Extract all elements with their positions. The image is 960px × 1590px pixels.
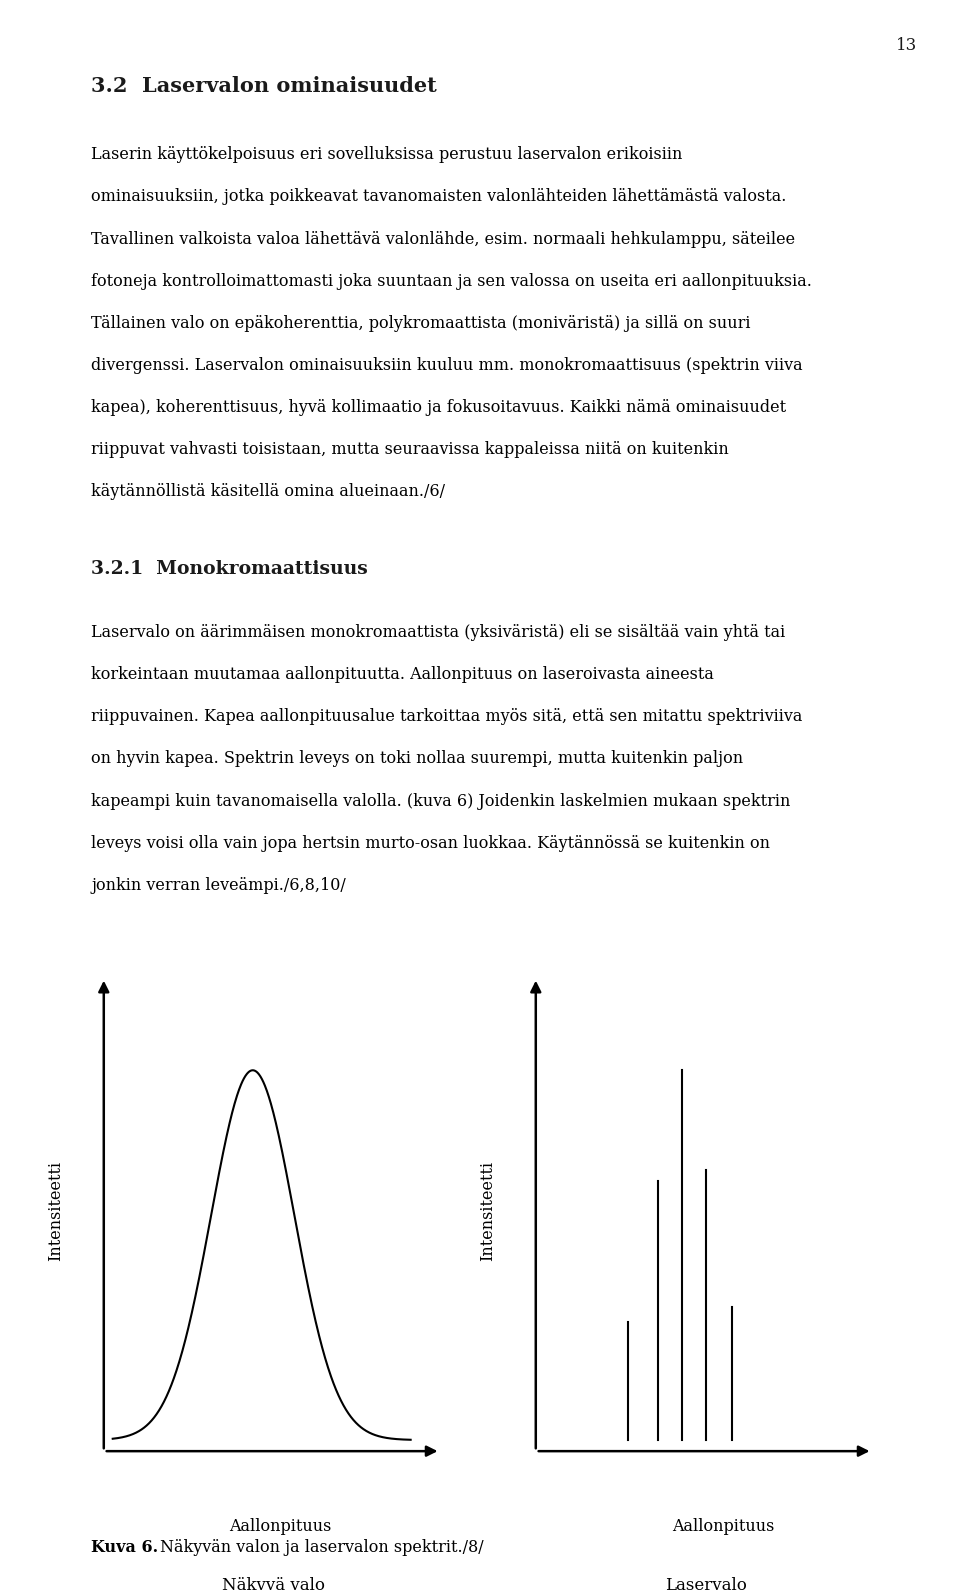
Text: ominaisuuksiin, jotka poikkeavat tavanomaisten valonlähteiden lähettämästä valos: ominaisuuksiin, jotka poikkeavat tavanom…: [91, 189, 786, 205]
Text: divergenssi. Laservalon ominaisuuksiin kuuluu mm. monokromaattisuus (spektrin vi: divergenssi. Laservalon ominaisuuksiin k…: [91, 358, 803, 374]
Text: leveys voisi olla vain jopa hertsin murto-osan luokkaa. Käytännössä se kuitenkin: leveys voisi olla vain jopa hertsin murt…: [91, 835, 770, 852]
Text: Tällainen valo on epäkoherenttia, polykromaattista (moniväristä) ja sillä on suu: Tällainen valo on epäkoherenttia, polykr…: [91, 315, 751, 332]
Text: 3.2  Laservalon ominaisuudet: 3.2 Laservalon ominaisuudet: [91, 76, 437, 97]
Text: 13: 13: [896, 37, 917, 54]
Text: Intensiteetti: Intensiteetti: [47, 1161, 64, 1261]
Text: Aallonpituus: Aallonpituus: [672, 1518, 774, 1536]
Text: jonkin verran leveämpi./6,8,10/: jonkin verran leveämpi./6,8,10/: [91, 876, 346, 894]
Text: fotoneja kontrolloimattomasti joka suuntaan ja sen valossa on useita eri aallonp: fotoneja kontrolloimattomasti joka suunt…: [91, 273, 812, 289]
Text: Tavallinen valkoista valoa lähettävä valonlähde, esim. normaali hehkulamppu, sät: Tavallinen valkoista valoa lähettävä val…: [91, 231, 795, 248]
Text: Laservalo on äärimmäisen monokromaattista (yksiväristä) eli se sisältää vain yht: Laservalo on äärimmäisen monokromaattist…: [91, 623, 785, 641]
Text: Aallonpituus: Aallonpituus: [229, 1518, 332, 1536]
Text: käytännöllistä käsitellä omina alueinaan./6/: käytännöllistä käsitellä omina alueinaan…: [91, 483, 445, 501]
Text: riippuvat vahvasti toisistaan, mutta seuraavissa kappaleissa niitä on kuitenkin: riippuvat vahvasti toisistaan, mutta seu…: [91, 440, 729, 458]
Text: korkeintaan muutamaa aallonpituutta. Aallonpituus on laseroivasta aineesta: korkeintaan muutamaa aallonpituutta. Aal…: [91, 666, 714, 684]
Text: Laservalo: Laservalo: [664, 1577, 747, 1590]
Text: kapeampi kuin tavanomaisella valolla. (kuva 6) Joidenkin laskelmien mukaan spekt: kapeampi kuin tavanomaisella valolla. (k…: [91, 792, 791, 809]
Text: riippuvainen. Kapea aallonpituusalue tarkoittaa myös sitä, että sen mitattu spek: riippuvainen. Kapea aallonpituusalue tar…: [91, 708, 803, 725]
Text: 3.2.1  Monokromaattisuus: 3.2.1 Monokromaattisuus: [91, 560, 368, 579]
Text: Kuva 6.: Kuva 6.: [91, 1539, 158, 1557]
Text: Laserin käyttökelpoisuus eri sovelluksissa perustuu laservalon erikoisiin: Laserin käyttökelpoisuus eri sovelluksis…: [91, 146, 683, 164]
Text: Näkyvä valo: Näkyvä valo: [222, 1577, 325, 1590]
Text: on hyvin kapea. Spektrin leveys on toki nollaa suurempi, mutta kuitenkin paljon: on hyvin kapea. Spektrin leveys on toki …: [91, 750, 743, 768]
Text: kapea), koherenttisuus, hyvä kollimaatio ja fokusoitavuus. Kaikki nämä ominaisuu: kapea), koherenttisuus, hyvä kollimaatio…: [91, 399, 786, 417]
Text: Intensiteetti: Intensiteetti: [479, 1161, 496, 1261]
Text: Näkyvän valon ja laservalon spektrit./8/: Näkyvän valon ja laservalon spektrit./8/: [160, 1539, 484, 1557]
